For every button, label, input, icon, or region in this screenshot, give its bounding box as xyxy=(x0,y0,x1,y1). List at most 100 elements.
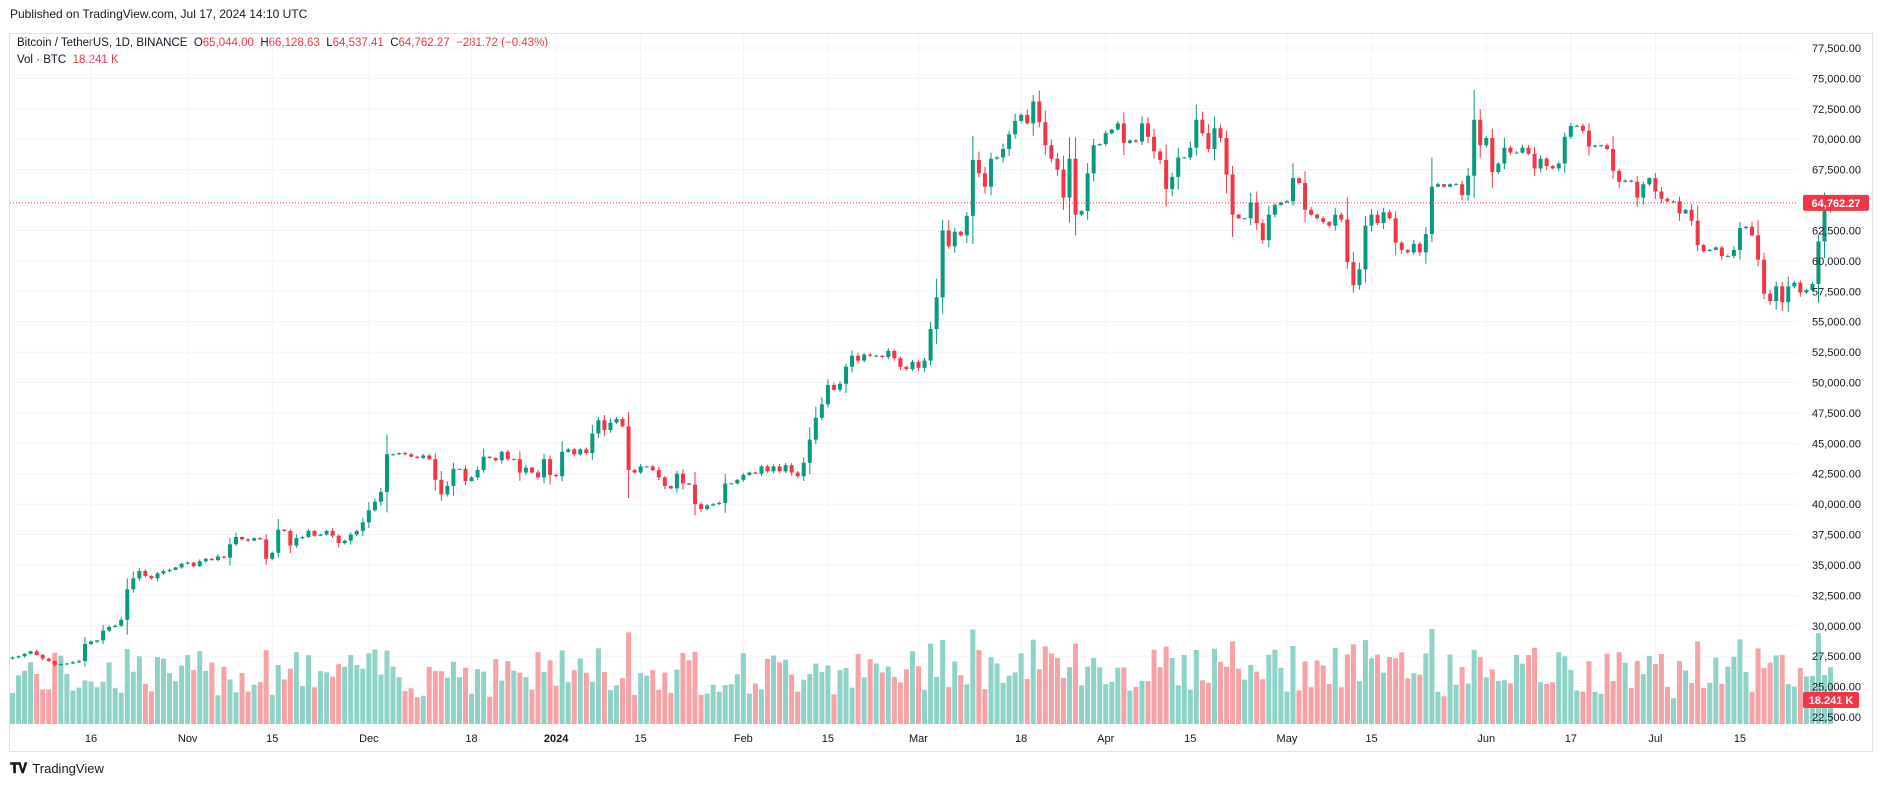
candle-body xyxy=(288,530,293,546)
volume-bar xyxy=(1127,690,1133,724)
candle-body xyxy=(1556,163,1561,169)
volume-bar xyxy=(257,682,263,724)
volume-bar xyxy=(1652,664,1658,724)
volume-bar xyxy=(1326,684,1332,724)
volume-bar xyxy=(982,689,988,724)
volume-bar xyxy=(1181,655,1187,724)
candle-body xyxy=(1466,175,1471,196)
volume-bar xyxy=(1042,646,1048,724)
candle-body xyxy=(717,502,722,505)
candle-body xyxy=(294,538,299,546)
volume-bar xyxy=(656,689,662,724)
candle-body xyxy=(747,472,752,475)
volume-bar xyxy=(10,692,15,724)
price-tick-label: 57,500.00 xyxy=(1812,286,1861,298)
volume-bar xyxy=(1163,646,1169,724)
candle-body xyxy=(1212,128,1217,149)
volume-bar xyxy=(76,687,82,724)
volume-bar xyxy=(934,676,940,724)
publish-line: Published on TradingView.com, Jul 17, 20… xyxy=(10,7,308,21)
candle-body xyxy=(753,472,758,474)
volume-bar xyxy=(1350,644,1356,724)
date-tick-label: 15 xyxy=(635,733,647,745)
price-tick-label: 22,500.00 xyxy=(1812,712,1861,724)
candle-body xyxy=(1001,148,1006,158)
volume-bar xyxy=(1501,680,1507,724)
candle-body xyxy=(1109,129,1114,134)
volume-bar xyxy=(565,682,571,724)
candle-body xyxy=(831,384,836,390)
volume-bar xyxy=(807,674,813,724)
volume-bar xyxy=(94,687,100,724)
candle-body xyxy=(354,530,359,535)
candle-body xyxy=(777,466,782,472)
candle-body xyxy=(578,449,583,455)
volume-bar xyxy=(1369,658,1374,724)
volume-bar xyxy=(789,674,795,724)
volume-bar xyxy=(1272,649,1278,724)
volume-bar xyxy=(185,655,191,724)
candle-body xyxy=(40,654,45,659)
volume-bar xyxy=(1266,654,1272,724)
volume-bar xyxy=(1411,673,1417,724)
volume-bar xyxy=(988,657,994,724)
candle-body xyxy=(523,467,528,473)
candle-body xyxy=(240,536,245,540)
candle-body xyxy=(1139,123,1144,142)
volume-bar xyxy=(1423,653,1429,724)
volume-bar xyxy=(1658,653,1664,724)
candle-body xyxy=(1478,119,1483,146)
volume-bar xyxy=(378,674,384,724)
high-label: H xyxy=(260,37,269,49)
candle-body xyxy=(131,578,136,590)
candle-body xyxy=(300,536,305,539)
price-tick-label: 30,000.00 xyxy=(1812,621,1861,633)
volume-bar xyxy=(1495,680,1501,724)
volume-bar xyxy=(1640,674,1646,724)
volume-bar xyxy=(1230,641,1236,724)
candle-body xyxy=(215,556,220,561)
symbol-label[interactable]: Bitcoin / TetherUS, 1D, BINANCE xyxy=(17,37,188,49)
volume-bar xyxy=(1260,679,1266,724)
candle-body xyxy=(850,355,855,367)
candle-body xyxy=(807,439,812,463)
volume-bar xyxy=(330,676,336,724)
candle-body xyxy=(940,230,945,298)
candle-body xyxy=(1659,191,1664,199)
candle-body xyxy=(844,366,849,384)
volume-label[interactable]: Vol · BTC xyxy=(17,54,67,66)
volume-bar xyxy=(269,694,275,724)
volume-bar xyxy=(541,672,547,724)
last-price-label: 64,762.27 xyxy=(1812,198,1861,210)
candle-body xyxy=(699,504,704,510)
chart-frame xyxy=(9,33,1873,752)
volume-bar xyxy=(34,674,40,724)
volume-layer xyxy=(10,629,1834,724)
candle-body xyxy=(988,158,993,187)
volume-bar xyxy=(523,677,529,724)
volume-bar xyxy=(342,666,348,724)
candle-body xyxy=(711,504,716,506)
tradingview-logo[interactable]: 𝐓𝐕 TradingView xyxy=(10,760,104,777)
candle-body xyxy=(384,454,389,492)
volume-bar xyxy=(1024,678,1030,724)
volume-bar xyxy=(372,649,378,724)
candle-body xyxy=(1019,114,1024,121)
candle-body xyxy=(1375,214,1380,224)
volume-bar xyxy=(1187,689,1193,724)
volume-bar xyxy=(595,648,601,724)
candle-body xyxy=(1363,225,1368,270)
candle-body xyxy=(1605,145,1610,149)
candle-body xyxy=(1514,152,1519,154)
volume-bar xyxy=(1689,683,1695,724)
volume-bar xyxy=(1664,686,1670,724)
volume-bar xyxy=(1290,646,1296,724)
price-tick-label: 50,000.00 xyxy=(1812,378,1861,390)
candle-body xyxy=(342,540,347,544)
volume-bar xyxy=(366,653,372,724)
volume-bar xyxy=(831,694,837,724)
volume-bar xyxy=(1701,687,1707,724)
candle-body xyxy=(82,644,87,662)
candle-body xyxy=(1762,259,1767,294)
